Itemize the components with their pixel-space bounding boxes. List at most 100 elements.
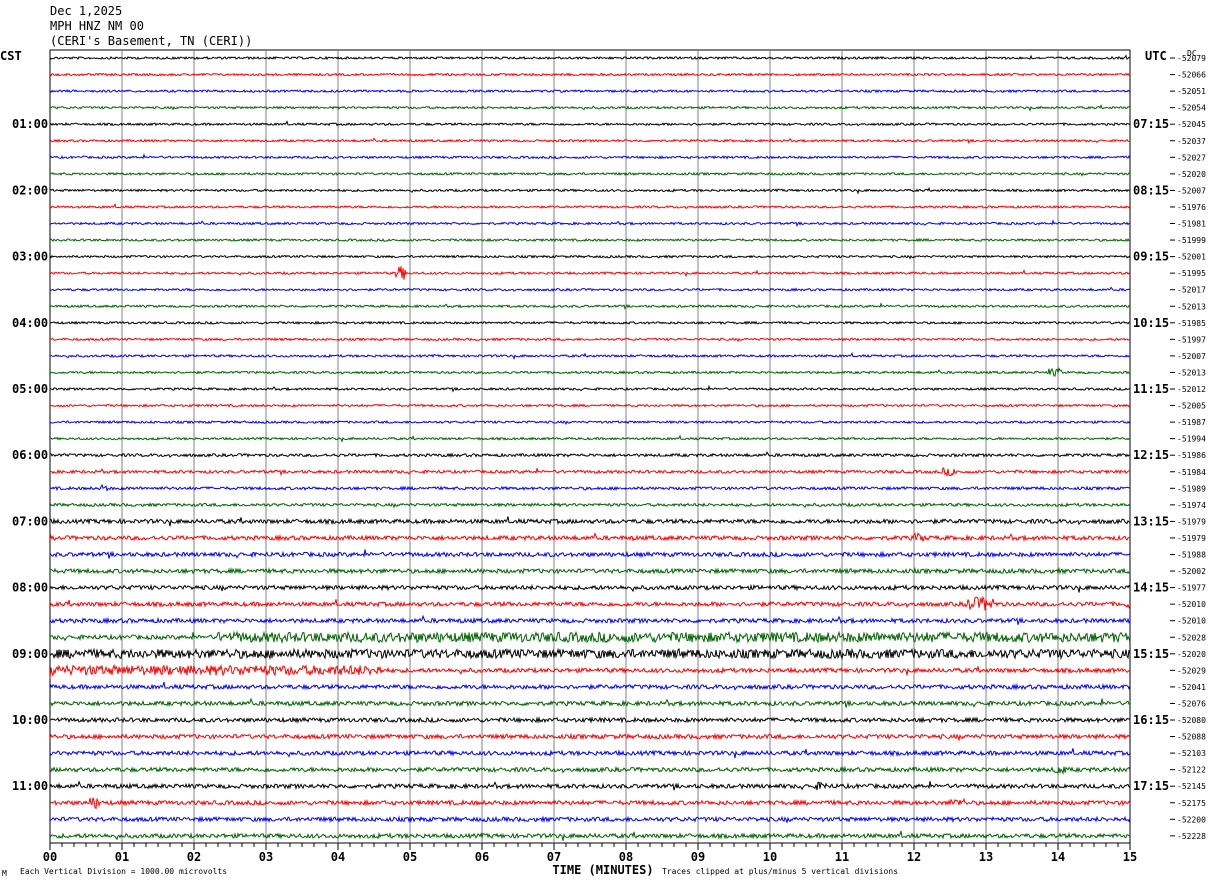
trace-34 [49,595,1131,611]
trace-3 [49,88,1131,94]
trace-25 [49,451,1131,459]
x-tick-label: 08 [619,850,633,864]
trace-35 [49,614,1131,625]
trace-30 [49,531,1131,542]
dc-offset-label: -52175 [1177,799,1206,808]
right-hour-label: 13:15 [1133,514,1169,528]
dc-offset-label: -52037 [1177,137,1206,146]
dc-offset-label: -51977 [1177,584,1206,593]
trace-2 [49,72,1131,77]
x-tick-label: 00 [43,850,57,864]
dc-offset-label: -51979 [1177,517,1206,526]
left-hour-label: 05:00 [12,382,48,396]
trace-14 [49,266,1131,280]
trace-40 [49,697,1131,708]
trace-17 [49,320,1131,326]
trace-22 [49,403,1131,408]
dc-offset-label: -52051 [1177,87,1206,96]
trace-5 [49,120,1131,127]
trace-44 [49,765,1131,776]
x-tick-label: 10 [763,850,777,864]
dc-offset-label: -51985 [1177,319,1206,328]
right-hour-label: 11:15 [1133,382,1169,396]
left-timezone-label: CST [0,49,22,63]
trace-43 [49,748,1131,759]
footer-mark: M [2,869,7,878]
x-tick-label: 13 [979,850,993,864]
dc-offset-label: -52041 [1177,683,1206,692]
x-tick-label: 07 [547,850,561,864]
dc-offset-label: -52029 [1177,666,1206,675]
x-axis-label: TIME (MINUTES) [552,863,653,877]
right-hour-label: 16:15 [1133,713,1169,727]
x-tick-label: 15 [1123,850,1137,864]
left-hour-label: 06:00 [12,448,48,462]
dc-offset-label: -51979 [1177,534,1206,543]
trace-7 [49,153,1131,160]
right-hour-label: 09:15 [1133,250,1169,264]
dc-offset-label: -51989 [1177,484,1206,493]
dc-offset-label: -52045 [1177,120,1206,129]
header-station: MPH HNZ NM 00 [50,19,144,33]
dc-offset-label: -52020 [1177,170,1206,179]
dc-offset-label: -51974 [1177,501,1206,510]
trace-18 [50,337,1131,343]
dc-offset-label: -52017 [1177,286,1206,295]
chart-frame [49,49,1131,844]
dc-offset-label: -52007 [1177,352,1206,361]
dc-offset-label: -52005 [1177,402,1206,411]
trace-46 [49,797,1131,810]
left-hour-label: 11:00 [12,779,48,793]
trace-36 [49,630,1131,645]
left-hour-label: 03:00 [12,250,48,264]
x-tick-label: 05 [403,850,417,864]
x-tick-label: 02 [187,850,201,864]
trace-6 [49,137,1130,145]
trace-45 [49,780,1131,791]
trace-21 [49,384,1131,393]
dc-offset-label: -52002 [1177,567,1206,576]
dc-offset-label: -52076 [1177,699,1206,708]
trace-16 [49,301,1131,310]
right-timezone-label: UTC [1145,49,1167,63]
trace-24 [50,434,1131,443]
trace-42 [49,732,1131,742]
trace-23 [49,419,1131,426]
trace-12 [49,237,1131,243]
trace-38 [49,663,1131,679]
trace-10 [49,202,1131,210]
dc-offset-label: -52103 [1177,749,1206,758]
dc-offset-label: -52010 [1177,600,1206,609]
dc-offset-label: -51987 [1177,418,1206,427]
right-hour-label: 12:15 [1133,448,1169,462]
left-hour-label: 09:00 [12,647,48,661]
right-hour-label: 10:15 [1133,316,1169,330]
dc-offset-label: -51999 [1177,236,1206,245]
trace-28 [49,501,1131,509]
trace-15 [49,286,1131,292]
right-hour-label: 07:15 [1133,117,1169,131]
trace-32 [49,567,1131,575]
trace-13 [49,254,1131,260]
trace-20 [49,367,1130,377]
dc-offset-label: -52079 [1177,54,1206,63]
dc-offset-label: -51988 [1177,551,1206,560]
trace-1 [49,54,1130,61]
dc-offset-label: -51981 [1177,220,1206,229]
right-hour-label: 14:15 [1133,581,1169,595]
dc-offset-label: -52080 [1177,716,1206,725]
dc-offset-label: -52012 [1177,385,1206,394]
right-hour-label: 17:15 [1133,779,1169,793]
scale-note: Each Vertical Division = 1000.00 microvo… [20,867,228,876]
dc-offset-label: -52020 [1177,650,1206,659]
trace-19 [49,352,1131,360]
dc-offset-label: -52007 [1177,186,1206,195]
dc-offset-label: -52013 [1177,302,1206,311]
x-tick-label: 04 [331,850,345,864]
x-tick-label: 09 [691,850,705,864]
trace-4 [49,104,1131,112]
dc-offset-label: -52088 [1177,733,1206,742]
trace-48 [49,830,1131,841]
trace-26 [50,466,1131,477]
trace-8 [50,171,1131,177]
